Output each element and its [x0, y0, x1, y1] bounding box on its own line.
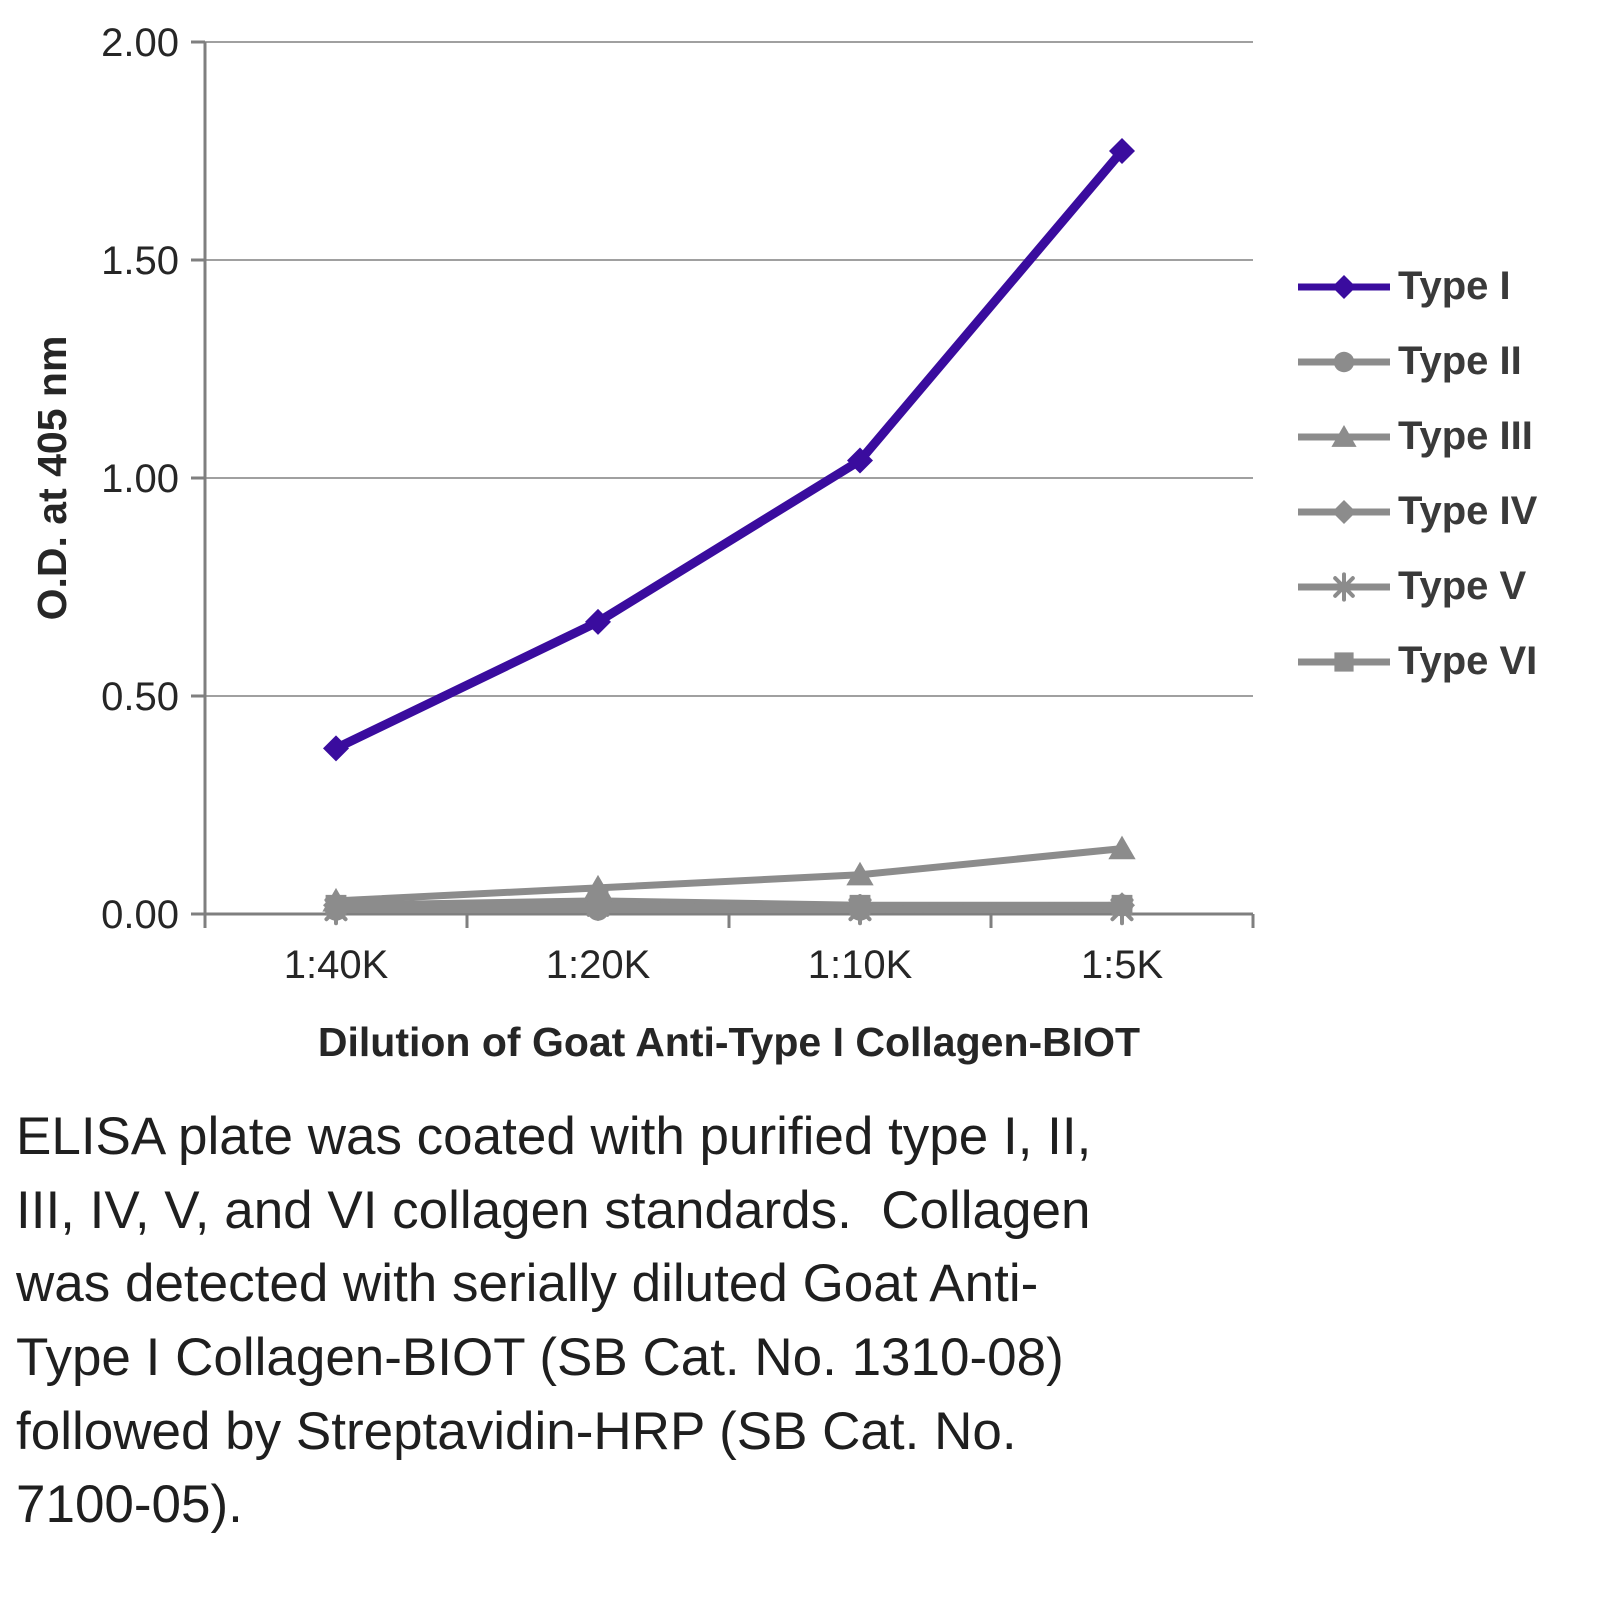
figure-caption: ELISA plate was coated with purified typ… — [16, 1107, 1092, 1535]
elisa-line-chart: 0.00 0.50 1.00 1.50 2.00 1:40K 1:20K 1:10K 1:5K D… — [29, 21, 1255, 1065]
legend-label: Type VI — [1398, 639, 1538, 683]
legend-item-type-vi: Type VI — [1296, 624, 1537, 699]
svg-text:1:5K: 1:5K — [1081, 943, 1164, 987]
legend-marker-type-vi-icon — [1298, 651, 1390, 672]
legend-label: Type II — [1398, 339, 1522, 383]
legend-item-type-i: Type I — [1296, 249, 1537, 324]
svg-text:0.00: 0.00 — [101, 893, 179, 937]
legend-marker-type-iii-icon — [1298, 424, 1390, 447]
legend-marker-type-v-icon — [1298, 571, 1390, 602]
legend-marker-type-i-icon — [1298, 274, 1390, 299]
legend-marker-type-iv-icon — [1298, 499, 1390, 524]
legend-label: Type IV — [1398, 489, 1538, 533]
svg-text:1:20K: 1:20K — [546, 943, 651, 987]
legend-item-type-ii: Type II — [1296, 324, 1537, 399]
legend-label: Type I — [1398, 264, 1511, 308]
svg-text:2.00: 2.00 — [101, 21, 179, 65]
legend-item-type-iii: Type III — [1296, 399, 1537, 474]
legend-label: Type III — [1398, 414, 1533, 458]
svg-text:O.D. at 405 nm: O.D. at 405 nm — [29, 336, 75, 621]
legend-label: Type V — [1398, 564, 1527, 608]
legend-marker-type-ii-icon — [1298, 351, 1390, 372]
legend-item-type-iv: Type IV — [1296, 474, 1537, 549]
svg-text:1.50: 1.50 — [101, 239, 179, 283]
svg-text:1.00: 1.00 — [101, 457, 179, 501]
svg-text:0.50: 0.50 — [101, 675, 179, 719]
legend-item-type-v: Type V — [1296, 549, 1537, 624]
chart-legend: Type I Type II Type III Type IV Type V T… — [1296, 249, 1537, 699]
svg-text:1:10K: 1:10K — [808, 943, 913, 987]
svg-text:Dilution of Goat Anti-Type I C: Dilution of Goat Anti-Type I Collagen-BI… — [318, 1019, 1140, 1065]
svg-text:1:40K: 1:40K — [284, 943, 389, 987]
